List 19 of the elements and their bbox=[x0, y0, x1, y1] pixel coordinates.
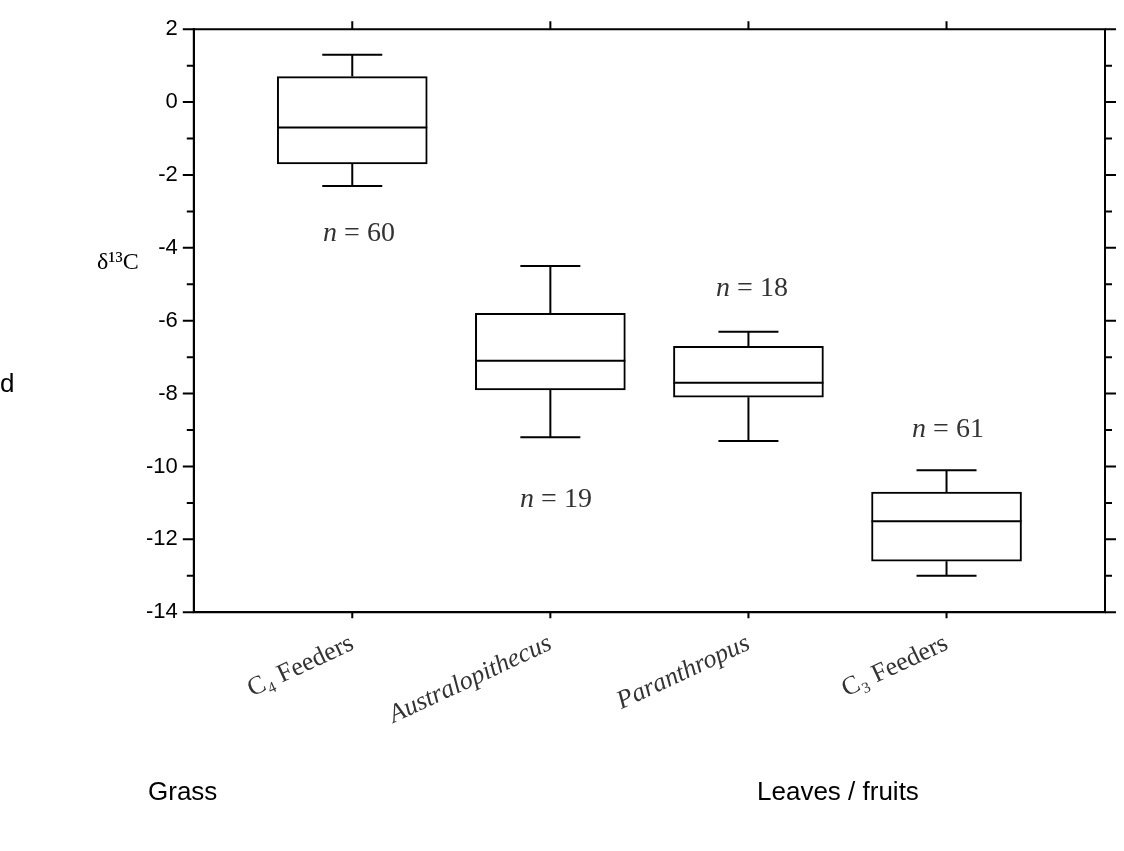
y-tick-label: -14 bbox=[146, 598, 178, 624]
annotation: n = 61 bbox=[912, 412, 984, 444]
y-tick-label: -2 bbox=[158, 161, 178, 187]
x-tick-label: C₄ Feeders bbox=[242, 627, 358, 703]
y-tick-label: -12 bbox=[146, 525, 178, 551]
text: d bbox=[0, 368, 15, 399]
annotation: n = 19 bbox=[520, 482, 592, 514]
y-tick-label: 0 bbox=[165, 88, 178, 114]
annotation: n = 18 bbox=[716, 271, 788, 303]
y-tick-label: -6 bbox=[158, 306, 178, 332]
text: Grass bbox=[148, 776, 218, 807]
y-axis-title: δ¹³C bbox=[97, 248, 139, 275]
text: Leaves / fruits bbox=[757, 776, 919, 807]
y-tick-label: 2 bbox=[165, 15, 178, 41]
y-tick-label: -8 bbox=[158, 379, 178, 405]
y-tick-label: -4 bbox=[158, 233, 178, 259]
y-tick-label: -10 bbox=[146, 452, 178, 478]
annotation: n = 60 bbox=[323, 216, 395, 248]
x-tick-label: C₃ Feeders bbox=[836, 627, 952, 703]
